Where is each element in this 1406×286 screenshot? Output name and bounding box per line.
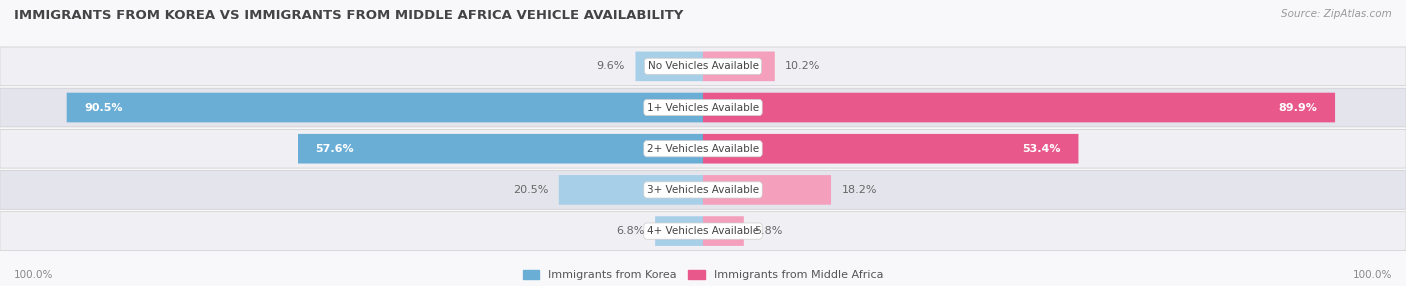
FancyBboxPatch shape [0,47,1406,86]
Text: 18.2%: 18.2% [841,185,877,195]
Text: 4+ Vehicles Available: 4+ Vehicles Available [647,226,759,236]
Text: 100.0%: 100.0% [14,270,53,279]
FancyBboxPatch shape [703,216,744,246]
Text: 10.2%: 10.2% [785,61,821,71]
FancyBboxPatch shape [0,212,1406,251]
Text: IMMIGRANTS FROM KOREA VS IMMIGRANTS FROM MIDDLE AFRICA VEHICLE AVAILABILITY: IMMIGRANTS FROM KOREA VS IMMIGRANTS FROM… [14,9,683,21]
Text: 1+ Vehicles Available: 1+ Vehicles Available [647,103,759,112]
Text: 5.8%: 5.8% [754,226,783,236]
Text: 100.0%: 100.0% [1353,270,1392,279]
Text: 20.5%: 20.5% [513,185,548,195]
Text: Source: ZipAtlas.com: Source: ZipAtlas.com [1281,9,1392,19]
FancyBboxPatch shape [655,216,703,246]
FancyBboxPatch shape [0,88,1406,127]
Text: 9.6%: 9.6% [596,61,624,71]
FancyBboxPatch shape [636,51,703,81]
FancyBboxPatch shape [0,129,1406,168]
Text: 2+ Vehicles Available: 2+ Vehicles Available [647,144,759,154]
FancyBboxPatch shape [298,134,703,164]
FancyBboxPatch shape [66,93,703,122]
Text: 3+ Vehicles Available: 3+ Vehicles Available [647,185,759,195]
FancyBboxPatch shape [0,170,1406,209]
Legend: Immigrants from Korea, Immigrants from Middle Africa: Immigrants from Korea, Immigrants from M… [523,270,883,281]
FancyBboxPatch shape [703,51,775,81]
Text: No Vehicles Available: No Vehicles Available [648,61,758,71]
Text: 89.9%: 89.9% [1278,103,1317,112]
FancyBboxPatch shape [703,175,831,205]
Text: 57.6%: 57.6% [315,144,354,154]
FancyBboxPatch shape [703,134,1078,164]
FancyBboxPatch shape [703,93,1336,122]
Text: 90.5%: 90.5% [84,103,122,112]
Text: 6.8%: 6.8% [616,226,644,236]
FancyBboxPatch shape [558,175,703,205]
Text: 53.4%: 53.4% [1022,144,1062,154]
